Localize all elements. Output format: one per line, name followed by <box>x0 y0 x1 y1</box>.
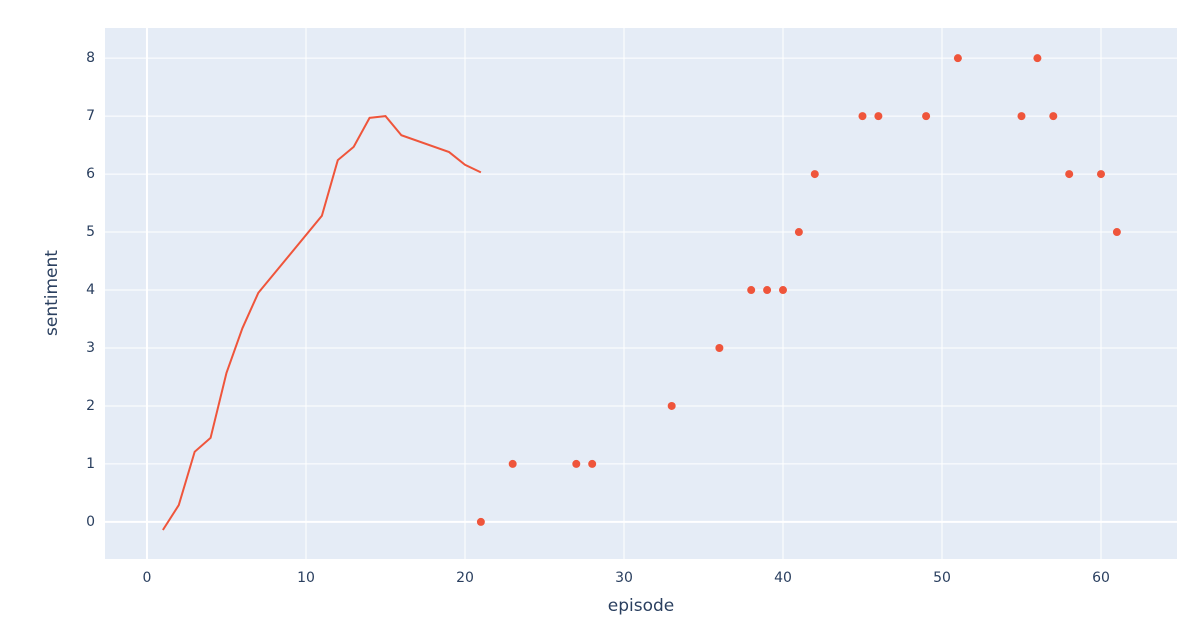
y-tick-label: 6 <box>86 166 95 182</box>
marker <box>1049 112 1058 121</box>
marker <box>715 343 724 352</box>
marker <box>1033 54 1042 63</box>
marker <box>1017 112 1026 121</box>
y-tick-label: 4 <box>86 282 95 298</box>
y-tick-label: 1 <box>86 456 95 472</box>
marker <box>747 286 756 295</box>
marker <box>922 112 931 121</box>
x-tick-label: 50 <box>933 570 951 586</box>
marker <box>810 170 819 179</box>
y-tick-label: 5 <box>86 224 95 240</box>
y-tick-label: 7 <box>86 108 95 124</box>
marker <box>953 54 962 63</box>
marker <box>572 459 581 468</box>
marker <box>1096 170 1105 179</box>
marker <box>1112 228 1121 237</box>
y-tick-label: 8 <box>86 50 95 66</box>
x-tick-label: 30 <box>615 570 633 586</box>
marker <box>1065 170 1074 179</box>
plot-area <box>105 28 1177 559</box>
marker <box>858 112 867 121</box>
y-axis-title: sentiment <box>42 250 62 336</box>
marker <box>508 459 517 468</box>
y-tick-label: 3 <box>86 340 95 356</box>
marker <box>476 517 485 526</box>
y-tick-label: 2 <box>86 398 95 414</box>
x-axis-title: episode <box>608 596 674 616</box>
marker <box>874 112 883 121</box>
line <box>162 115 482 531</box>
y-tick-label: 0 <box>86 514 95 530</box>
marker <box>588 459 597 468</box>
marker <box>778 286 787 295</box>
x-tick-label: 40 <box>774 570 792 586</box>
x-tick-label: 20 <box>456 570 474 586</box>
x-tick-label: 10 <box>297 570 315 586</box>
marker <box>763 286 772 295</box>
x-tick-label: 60 <box>1092 570 1110 586</box>
marker <box>667 401 676 410</box>
x-tick-label: 0 <box>143 570 152 586</box>
marker <box>794 228 803 237</box>
